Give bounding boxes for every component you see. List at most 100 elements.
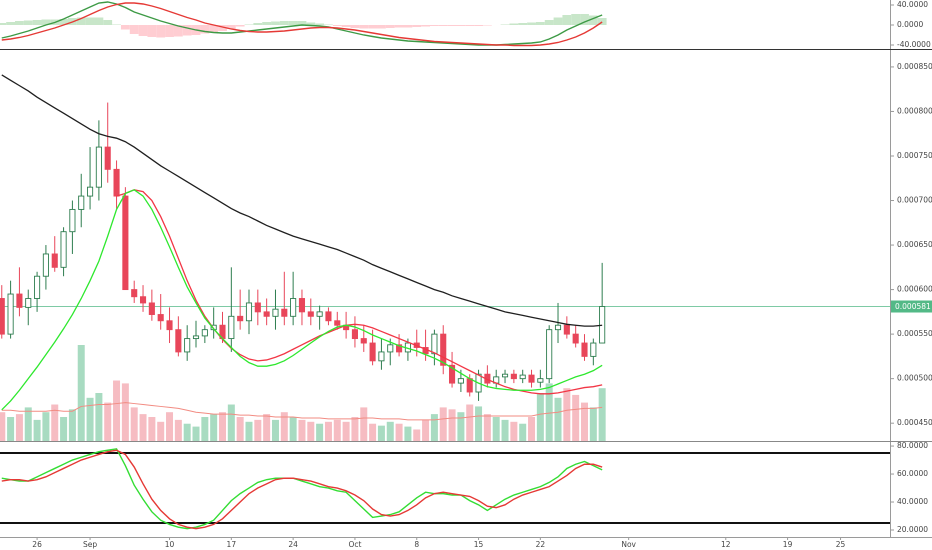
histogram-bar [527,22,536,25]
candle-body [298,298,306,313]
volume-bar [280,412,288,441]
histogram-bar [218,25,227,31]
x-tick-label: Nov [621,540,636,549]
histogram-bar [165,25,174,37]
volume-bar [369,423,377,441]
indicator-line [1,2,603,47]
volume-bar [333,419,341,441]
histogram-bar [359,25,369,29]
volume-bar [572,394,580,441]
histogram-bar [182,25,192,36]
candle-body [546,329,553,380]
candle-body [245,302,253,322]
histogram-bar [324,24,333,25]
histogram-bar [509,23,519,25]
y-tick-label: 0.000600 [897,285,932,294]
candle-body [148,302,155,315]
candle-body [599,306,606,344]
candle-body [369,342,376,362]
histogram-bar [447,25,457,26]
y-tick-label: 0.000650 [897,240,932,249]
histogram-bar [85,17,95,25]
volume-bar [15,414,23,441]
candle-body [351,329,358,340]
histogram-bar [32,20,42,25]
candle-body [387,344,394,353]
candle-body [466,378,473,393]
volume-bar [51,404,59,441]
candle-body [228,315,235,340]
volume-bar [492,417,500,441]
volume-bar [139,414,147,441]
volume-bar [501,419,509,441]
volume-bar [316,423,324,441]
candle-body [510,373,517,380]
histogram-bar [297,21,307,25]
histogram-bar [279,21,289,25]
volume-bar [554,397,562,441]
histogram-bar [394,25,404,28]
volume-bar [307,421,315,441]
histogram-bar [412,25,422,27]
volume-bar [466,404,474,441]
volume-average-line [1,402,603,421]
candle-body [25,298,32,308]
histogram-bar [76,17,86,25]
volume-bar [7,417,15,441]
histogram-bar [226,25,236,29]
volume-bar [227,404,235,441]
histogram-bar [535,22,545,25]
candle-body [157,314,164,322]
volume-bar [448,409,456,441]
volume-bar [324,421,332,441]
y-tick-label: 20.0000 [897,525,928,534]
candle-body [537,378,544,383]
histogram-bar [23,20,33,25]
volume-bar [475,406,483,441]
moving-average-line [1,74,603,327]
candle-body [104,146,111,170]
volume-bar [148,417,156,441]
candle-body [572,333,579,344]
histogram-bar [368,25,378,29]
histogram-bar [41,19,51,25]
volume-bar [130,407,138,441]
candle-body [307,311,314,317]
volume-bar [598,388,606,441]
histogram-bar [553,17,563,25]
histogram-bar [59,19,68,25]
candle-body [7,293,14,335]
y-tick-label: 0.000700 [897,196,932,205]
volume-bar [422,419,430,441]
candle-body [51,253,58,268]
volume-bar [563,388,571,441]
histogram-bar [385,25,395,28]
candle-body [139,296,147,304]
volume-bar [545,383,553,441]
candle-body [237,315,244,322]
volume-bar [210,414,218,441]
candle-body [263,311,270,317]
indicator-line [1,449,603,530]
volume-bar [24,407,32,441]
volume-bar [77,345,85,441]
histogram-bar [262,22,272,25]
volume-bar [519,423,527,441]
volume-bar [351,417,359,441]
candle-body [175,329,182,353]
y-tick-label: 0.000750 [897,151,932,160]
candle-body [254,302,261,313]
histogram-bar [120,25,130,30]
volume-bar [536,393,544,441]
histogram-bar [332,25,342,26]
volume-bar [342,421,350,441]
volume-bar [42,412,50,441]
histogram-bar [474,25,483,26]
histogram-bar [147,25,157,37]
histogram-bar [421,25,430,27]
histogram-bar [288,21,298,25]
histogram-bar [253,23,263,25]
candle-body [396,344,403,353]
candle-body [281,308,288,317]
